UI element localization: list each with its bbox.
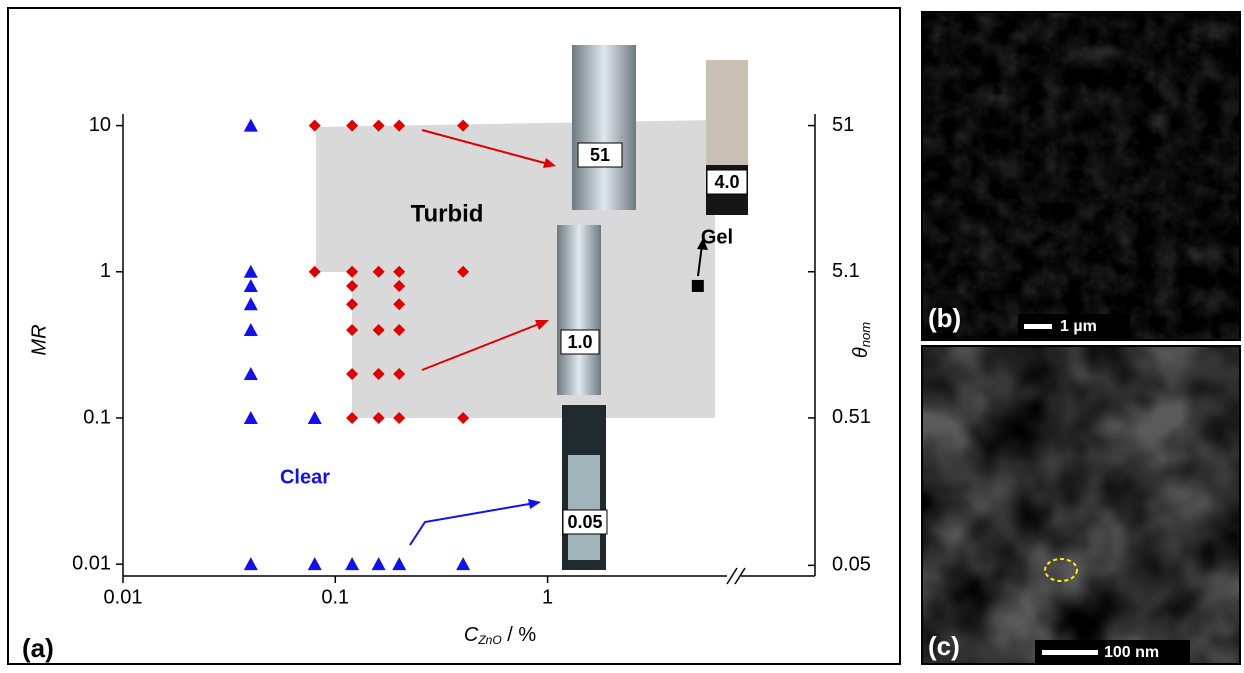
y-axis-label: MR xyxy=(28,324,50,355)
scale-bar xyxy=(1042,650,1098,655)
vial-label-box xyxy=(706,169,748,195)
x-label-main: C xyxy=(464,624,479,646)
x-label-rest: / % xyxy=(502,624,537,646)
sem-texture xyxy=(922,12,1240,340)
point xyxy=(307,410,322,424)
point xyxy=(372,323,385,336)
region-label: Gel xyxy=(701,226,733,248)
point xyxy=(346,298,359,311)
point xyxy=(372,367,385,380)
x-tick-label: 0.01 xyxy=(104,586,143,608)
point xyxy=(392,557,407,571)
vial-label-box xyxy=(562,509,608,535)
y2-tick-label: 51 xyxy=(832,114,854,136)
y2-label-sub: nom xyxy=(858,322,873,347)
y2-axis-label: θnom xyxy=(850,322,873,358)
point xyxy=(393,411,406,424)
panel-c: 100 nm (c) xyxy=(921,345,1241,665)
point xyxy=(691,279,704,292)
point xyxy=(393,323,406,336)
axis-break xyxy=(734,567,746,585)
axes xyxy=(122,114,816,585)
point xyxy=(393,279,406,292)
point xyxy=(346,367,359,380)
x-label-sub: ZnO xyxy=(477,633,501,647)
point xyxy=(346,279,359,292)
y-tick-label: 10 xyxy=(89,114,111,136)
y-tick-label: 0.01 xyxy=(72,552,111,574)
y2-tick-label: 0.51 xyxy=(832,406,871,428)
panel-label: (c) xyxy=(928,631,960,661)
point xyxy=(346,119,359,132)
point xyxy=(372,119,385,132)
point xyxy=(308,265,321,278)
scale-bar xyxy=(1024,324,1052,329)
point xyxy=(393,298,406,311)
point xyxy=(457,411,470,424)
point xyxy=(457,119,470,132)
point xyxy=(457,265,470,278)
point xyxy=(456,557,471,571)
vial-liquid xyxy=(568,455,600,560)
vial-photo xyxy=(557,225,601,395)
point xyxy=(307,557,322,571)
point xyxy=(243,278,258,292)
point xyxy=(346,411,359,424)
vial-label: 0.05 xyxy=(567,512,602,532)
point xyxy=(372,411,385,424)
panel-label: (b) xyxy=(928,303,961,333)
arrow-head xyxy=(543,158,556,168)
y-tick-label: 0.1 xyxy=(83,406,111,428)
y2-label-main: θ xyxy=(850,347,872,358)
marked-particle xyxy=(1044,558,1078,582)
point xyxy=(346,323,359,336)
panel-b: 1 µm (b) xyxy=(921,11,1241,341)
arrow-head xyxy=(697,238,708,250)
vial-label-box xyxy=(577,142,623,168)
point xyxy=(393,367,406,380)
point xyxy=(393,119,406,132)
arrow xyxy=(697,244,703,277)
vial-label: 51 xyxy=(590,145,610,165)
arrow xyxy=(421,321,545,371)
scale-label: 100 nm xyxy=(1104,644,1159,661)
vial-photo xyxy=(572,45,636,210)
vial-label: 1.0 xyxy=(567,332,592,352)
y2-tick-label: 0.05 xyxy=(832,554,871,576)
point xyxy=(243,410,258,424)
x-tick-label: 1 xyxy=(542,586,553,608)
point xyxy=(243,118,258,132)
vial-label: 4.0 xyxy=(714,172,739,192)
arrow xyxy=(421,129,553,166)
arrows xyxy=(409,129,708,546)
x-tick-label: 0.1 xyxy=(321,586,349,608)
point xyxy=(243,322,258,336)
arrow xyxy=(409,502,536,546)
point xyxy=(372,265,385,278)
region-label: Turbid xyxy=(411,200,484,227)
y2-tick-label: 5.1 xyxy=(832,260,860,282)
x-axis-label: CZnO / % xyxy=(464,624,536,647)
point xyxy=(345,557,360,571)
point xyxy=(371,557,386,571)
vial-label-box xyxy=(560,329,600,355)
arrow-head xyxy=(535,320,549,330)
panel-label: (a) xyxy=(22,633,54,663)
point xyxy=(243,297,258,311)
point xyxy=(243,366,258,380)
region-label: Clear xyxy=(280,466,330,488)
sem-texture xyxy=(922,346,1240,664)
point xyxy=(243,264,258,278)
point xyxy=(308,119,321,132)
scale-label: 1 µm xyxy=(1060,318,1097,335)
vials: 51 1.0 0.05 4.0 xyxy=(557,45,748,570)
point xyxy=(243,557,258,571)
point xyxy=(393,265,406,278)
arrow-head xyxy=(528,499,541,509)
y-tick-label: 1 xyxy=(100,260,111,282)
point xyxy=(346,265,359,278)
axis-break xyxy=(726,567,738,585)
